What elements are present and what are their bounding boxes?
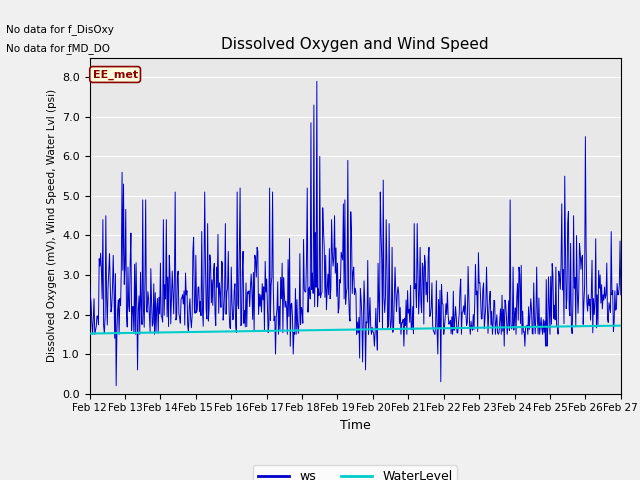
Text: EE_met: EE_met [93, 70, 138, 80]
Title: Dissolved Oxygen and Wind Speed: Dissolved Oxygen and Wind Speed [221, 37, 489, 52]
Text: No data for f_DisOxy: No data for f_DisOxy [6, 24, 115, 35]
X-axis label: Time: Time [340, 419, 371, 432]
Text: No data for f̲MD_DO: No data for f̲MD_DO [6, 43, 111, 54]
Legend: ws, WaterLevel: ws, WaterLevel [253, 465, 458, 480]
Y-axis label: Dissolved Oxygen (mV), Wind Speed, Water Lvl (psi): Dissolved Oxygen (mV), Wind Speed, Water… [47, 89, 56, 362]
